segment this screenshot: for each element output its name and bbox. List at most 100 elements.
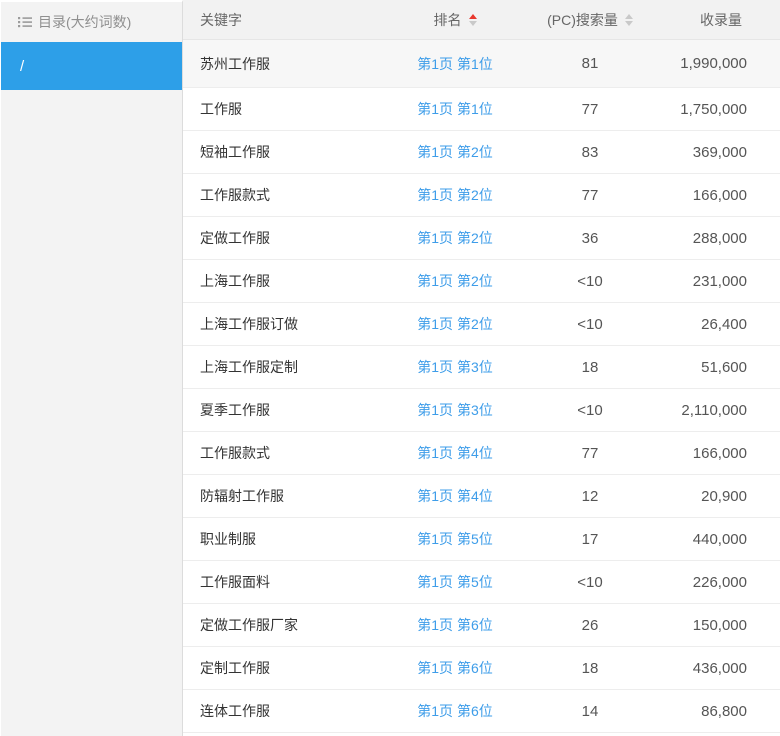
index-volume-cell: 1,750,000 (680, 100, 747, 118)
keyword-cell: 短袖工作服 (200, 144, 270, 160)
rank-cell: 第1页 第3位 (380, 400, 530, 420)
rank-link[interactable]: 第1页 第4位 (417, 445, 493, 461)
keyword-table: 关键字 排名 (PC)搜索量 收录量 苏州工作服 第1页 第1位 (183, 0, 780, 736)
table-row[interactable]: 工作服面料 第1页 第5位 <10 226,000 (183, 561, 780, 604)
table-row[interactable]: 上海工作服定制 第1页 第3位 18 51,600 (183, 346, 780, 389)
rank-link[interactable]: 第1页 第4位 (417, 488, 493, 504)
keyword-cell: 夏季工作服 (200, 402, 270, 418)
table-row[interactable]: 上海工作服订做 第1页 第2位 <10 26,400 (183, 303, 780, 346)
rank-link[interactable]: 第1页 第5位 (417, 531, 493, 547)
rank-link[interactable]: 第1页 第2位 (417, 144, 493, 160)
list-icon (18, 16, 32, 28)
index-volume-cell: 2,110,000 (681, 401, 747, 419)
table-body: 苏州工作服 第1页 第1位 81 1,990,000 工作服 第1页 第1位 7… (183, 40, 780, 733)
sort-asc-icon[interactable] (468, 13, 477, 19)
keyword-cell: 定做工作服厂家 (200, 617, 298, 633)
sort-arrows-search-volume[interactable] (624, 13, 633, 26)
sidebar-item-root[interactable]: / (1, 42, 182, 90)
rank-cell: 第1页 第6位 (380, 658, 530, 678)
table-row[interactable]: 夏季工作服 第1页 第3位 <10 2,110,000 (183, 389, 780, 432)
table-row[interactable]: 工作服款式 第1页 第2位 77 166,000 (183, 174, 780, 217)
column-header-rank-label: 排名 (433, 11, 462, 28)
sort-arrows-rank[interactable] (468, 13, 477, 26)
rank-link[interactable]: 第1页 第6位 (417, 660, 493, 676)
rank-link[interactable]: 第1页 第3位 (417, 359, 493, 375)
table-row[interactable]: 职业制服 第1页 第5位 17 440,000 (183, 518, 780, 561)
rank-cell: 第1页 第2位 (380, 185, 530, 205)
table-row[interactable]: 连体工作服 第1页 第6位 14 86,800 (183, 690, 780, 733)
rank-cell: 第1页 第2位 (380, 314, 530, 334)
search-volume-cell: 36 (581, 229, 599, 247)
table-row[interactable]: 定制工作服 第1页 第6位 18 436,000 (183, 647, 780, 690)
rank-link[interactable]: 第1页 第2位 (417, 316, 493, 332)
search-volume-cell: 26 (581, 616, 599, 634)
keyword-cell: 上海工作服 (200, 273, 270, 289)
search-volume-cell: <10 (577, 315, 603, 333)
keyword-cell: 上海工作服定制 (200, 359, 298, 375)
search-volume-cell: <10 (577, 573, 603, 591)
sidebar-header: 目录(大约词数) (1, 2, 182, 42)
rank-cell: 第1页 第5位 (380, 529, 530, 549)
index-volume-cell: 51,600 (701, 358, 747, 376)
keyword-cell: 上海工作服订做 (200, 316, 298, 332)
table-row[interactable]: 定做工作服厂家 第1页 第6位 26 150,000 (183, 604, 780, 647)
table-row[interactable]: 定做工作服 第1页 第2位 36 288,000 (183, 217, 780, 260)
index-volume-cell: 231,000 (692, 272, 747, 290)
table-header: 关键字 排名 (PC)搜索量 收录量 (183, 0, 780, 40)
index-volume-cell: 436,000 (692, 659, 747, 677)
rank-cell: 第1页 第2位 (380, 271, 530, 291)
sort-desc-icon[interactable] (624, 20, 633, 26)
rank-link[interactable]: 第1页 第3位 (417, 402, 493, 418)
keyword-cell: 职业制服 (200, 531, 256, 547)
rank-cell: 第1页 第1位 (380, 99, 530, 119)
keyword-cell: 苏州工作服 (200, 55, 270, 72)
rank-cell: 第1页 第5位 (380, 572, 530, 592)
column-header-search-volume[interactable]: (PC)搜索量 (530, 10, 650, 30)
keyword-cell: 工作服款式 (200, 445, 270, 461)
search-volume-cell: 77 (581, 186, 599, 204)
rank-link[interactable]: 第1页 第2位 (417, 230, 493, 246)
index-volume-cell: 226,000 (692, 573, 747, 591)
index-volume-cell: 20,900 (701, 487, 747, 505)
table-row[interactable]: 苏州工作服 第1页 第1位 81 1,990,000 (183, 40, 780, 88)
table-row[interactable]: 工作服 第1页 第1位 77 1,750,000 (183, 88, 780, 131)
search-volume-cell: 14 (581, 702, 599, 720)
sort-asc-icon[interactable] (624, 13, 633, 19)
keyword-cell: 工作服面料 (200, 574, 270, 590)
sidebar-item-label: / (20, 57, 25, 75)
search-volume-cell: <10 (577, 401, 603, 419)
search-volume-cell: 12 (581, 487, 599, 505)
search-volume-cell: 77 (581, 100, 599, 118)
search-volume-cell: 18 (581, 358, 599, 376)
column-header-rank[interactable]: 排名 (380, 10, 530, 30)
rank-link[interactable]: 第1页 第6位 (417, 617, 493, 633)
search-volume-cell: 77 (581, 444, 599, 462)
column-header-index-volume: 收录量 (700, 11, 742, 28)
rank-cell: 第1页 第2位 (380, 228, 530, 248)
index-volume-cell: 86,800 (701, 702, 747, 720)
sort-desc-icon[interactable] (468, 20, 477, 26)
keyword-cell: 防辐射工作服 (200, 488, 284, 504)
search-volume-cell: 83 (581, 143, 599, 161)
table-row[interactable]: 短袖工作服 第1页 第2位 83 369,000 (183, 131, 780, 174)
rank-link[interactable]: 第1页 第1位 (417, 55, 493, 72)
column-header-keyword: 关键字 (200, 11, 242, 28)
rank-link[interactable]: 第1页 第2位 (417, 273, 493, 289)
rank-link[interactable]: 第1页 第6位 (417, 703, 493, 719)
table-row[interactable]: 上海工作服 第1页 第2位 <10 231,000 (183, 260, 780, 303)
rank-cell: 第1页 第6位 (380, 701, 530, 721)
table-row[interactable]: 防辐射工作服 第1页 第4位 12 20,900 (183, 475, 780, 518)
table-row[interactable]: 工作服款式 第1页 第4位 77 166,000 (183, 432, 780, 475)
index-volume-cell: 26,400 (701, 315, 747, 333)
search-volume-cell: 18 (581, 659, 599, 677)
rank-link[interactable]: 第1页 第5位 (417, 574, 493, 590)
rank-link[interactable]: 第1页 第1位 (417, 101, 493, 117)
search-volume-cell: <10 (577, 272, 603, 290)
search-volume-cell: 81 (581, 55, 599, 72)
rank-link[interactable]: 第1页 第2位 (417, 187, 493, 203)
column-header-search-volume-label: (PC)搜索量 (547, 11, 618, 28)
sidebar-title: 目录(大约词数) (38, 14, 132, 30)
index-volume-cell: 166,000 (692, 186, 747, 204)
index-volume-cell: 166,000 (692, 444, 747, 462)
